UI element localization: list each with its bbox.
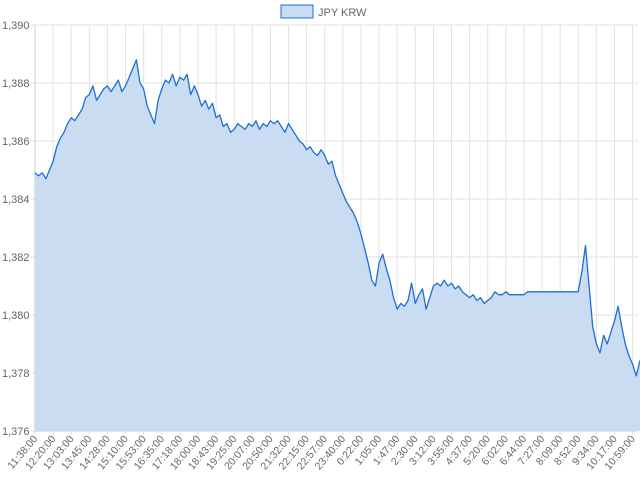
legend: JPY KRW <box>280 4 367 19</box>
y-tick-label: 1,382 <box>2 252 30 264</box>
y-tick-label: 1,386 <box>2 136 30 148</box>
x-axis: 11:38:0012:20:0013:03:0013:45:0014:28:00… <box>5 433 638 472</box>
y-tick-label: 1,388 <box>2 78 30 90</box>
series-line-jpy-krw <box>34 59 640 377</box>
y-axis: 1,376 1,378 1,380 1,382 1,384 1,386 1,388 1,390 <box>2 20 30 438</box>
y-tick-label: 1,380 <box>2 310 30 322</box>
area-fill <box>35 59 640 431</box>
y-tick-label: 1,384 <box>2 194 30 206</box>
legend-label: JPY KRW <box>318 7 367 19</box>
y-tick-label: 1,376 <box>2 426 30 438</box>
area-series <box>34 59 640 431</box>
y-tick-label: 1,378 <box>2 368 30 380</box>
y-tick-label: 1,390 <box>2 20 30 32</box>
legend-swatch <box>280 4 314 19</box>
